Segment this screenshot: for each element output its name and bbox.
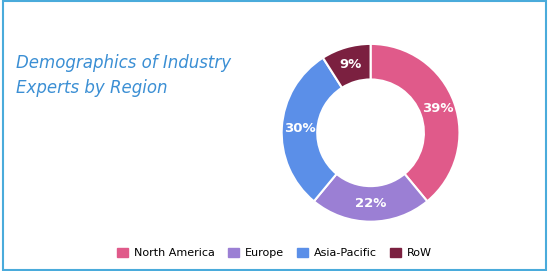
Text: Demographics of Industry
Experts by Region: Demographics of Industry Experts by Regi… bbox=[16, 54, 232, 96]
Wedge shape bbox=[323, 44, 371, 88]
Wedge shape bbox=[314, 174, 427, 222]
Text: 9%: 9% bbox=[340, 58, 362, 71]
Text: 30%: 30% bbox=[284, 122, 316, 135]
Text: 39%: 39% bbox=[422, 102, 453, 115]
Wedge shape bbox=[282, 58, 342, 201]
Legend: North America, Europe, Asia-Pacific, RoW: North America, Europe, Asia-Pacific, RoW bbox=[113, 243, 436, 263]
Text: 22%: 22% bbox=[355, 197, 386, 210]
Wedge shape bbox=[371, 44, 460, 201]
